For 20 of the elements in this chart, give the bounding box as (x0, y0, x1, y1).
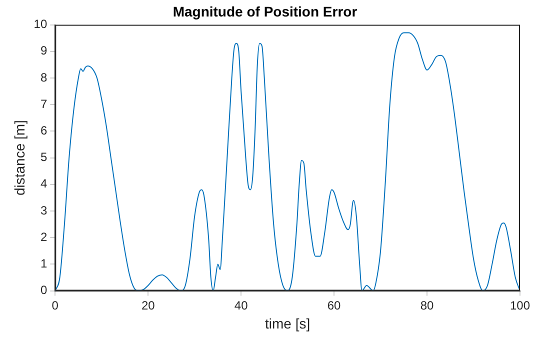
y-tick-label: 6 (40, 124, 48, 138)
y-tick-label: 3 (40, 203, 48, 218)
x-axis-title: time [s] (265, 315, 310, 332)
y-tick-label: 1 (40, 256, 48, 271)
chart-title: Magnitude of Position Error (172, 3, 358, 20)
y-tick-label: 8 (40, 70, 48, 84)
y-tick-label: 0 (40, 283, 48, 298)
y-tick-label: 5 (40, 150, 48, 164)
y-axis-title: distance [m] (11, 120, 28, 196)
y-tick-label: 10 (34, 17, 48, 32)
x-tick-label: 60 (327, 298, 342, 312)
y-tick-label: 2 (40, 230, 48, 244)
x-tick-label: 20 (141, 298, 156, 312)
y-tick-label: 7 (40, 96, 48, 111)
x-tick-label: 40 (234, 298, 248, 312)
x-tick-label: 80 (420, 298, 434, 312)
x-tick-label: 0 (52, 298, 59, 312)
x-tick-label: 100 (510, 298, 530, 312)
y-tick-label: 9 (40, 44, 48, 58)
y-tick-label: 4 (40, 176, 48, 191)
